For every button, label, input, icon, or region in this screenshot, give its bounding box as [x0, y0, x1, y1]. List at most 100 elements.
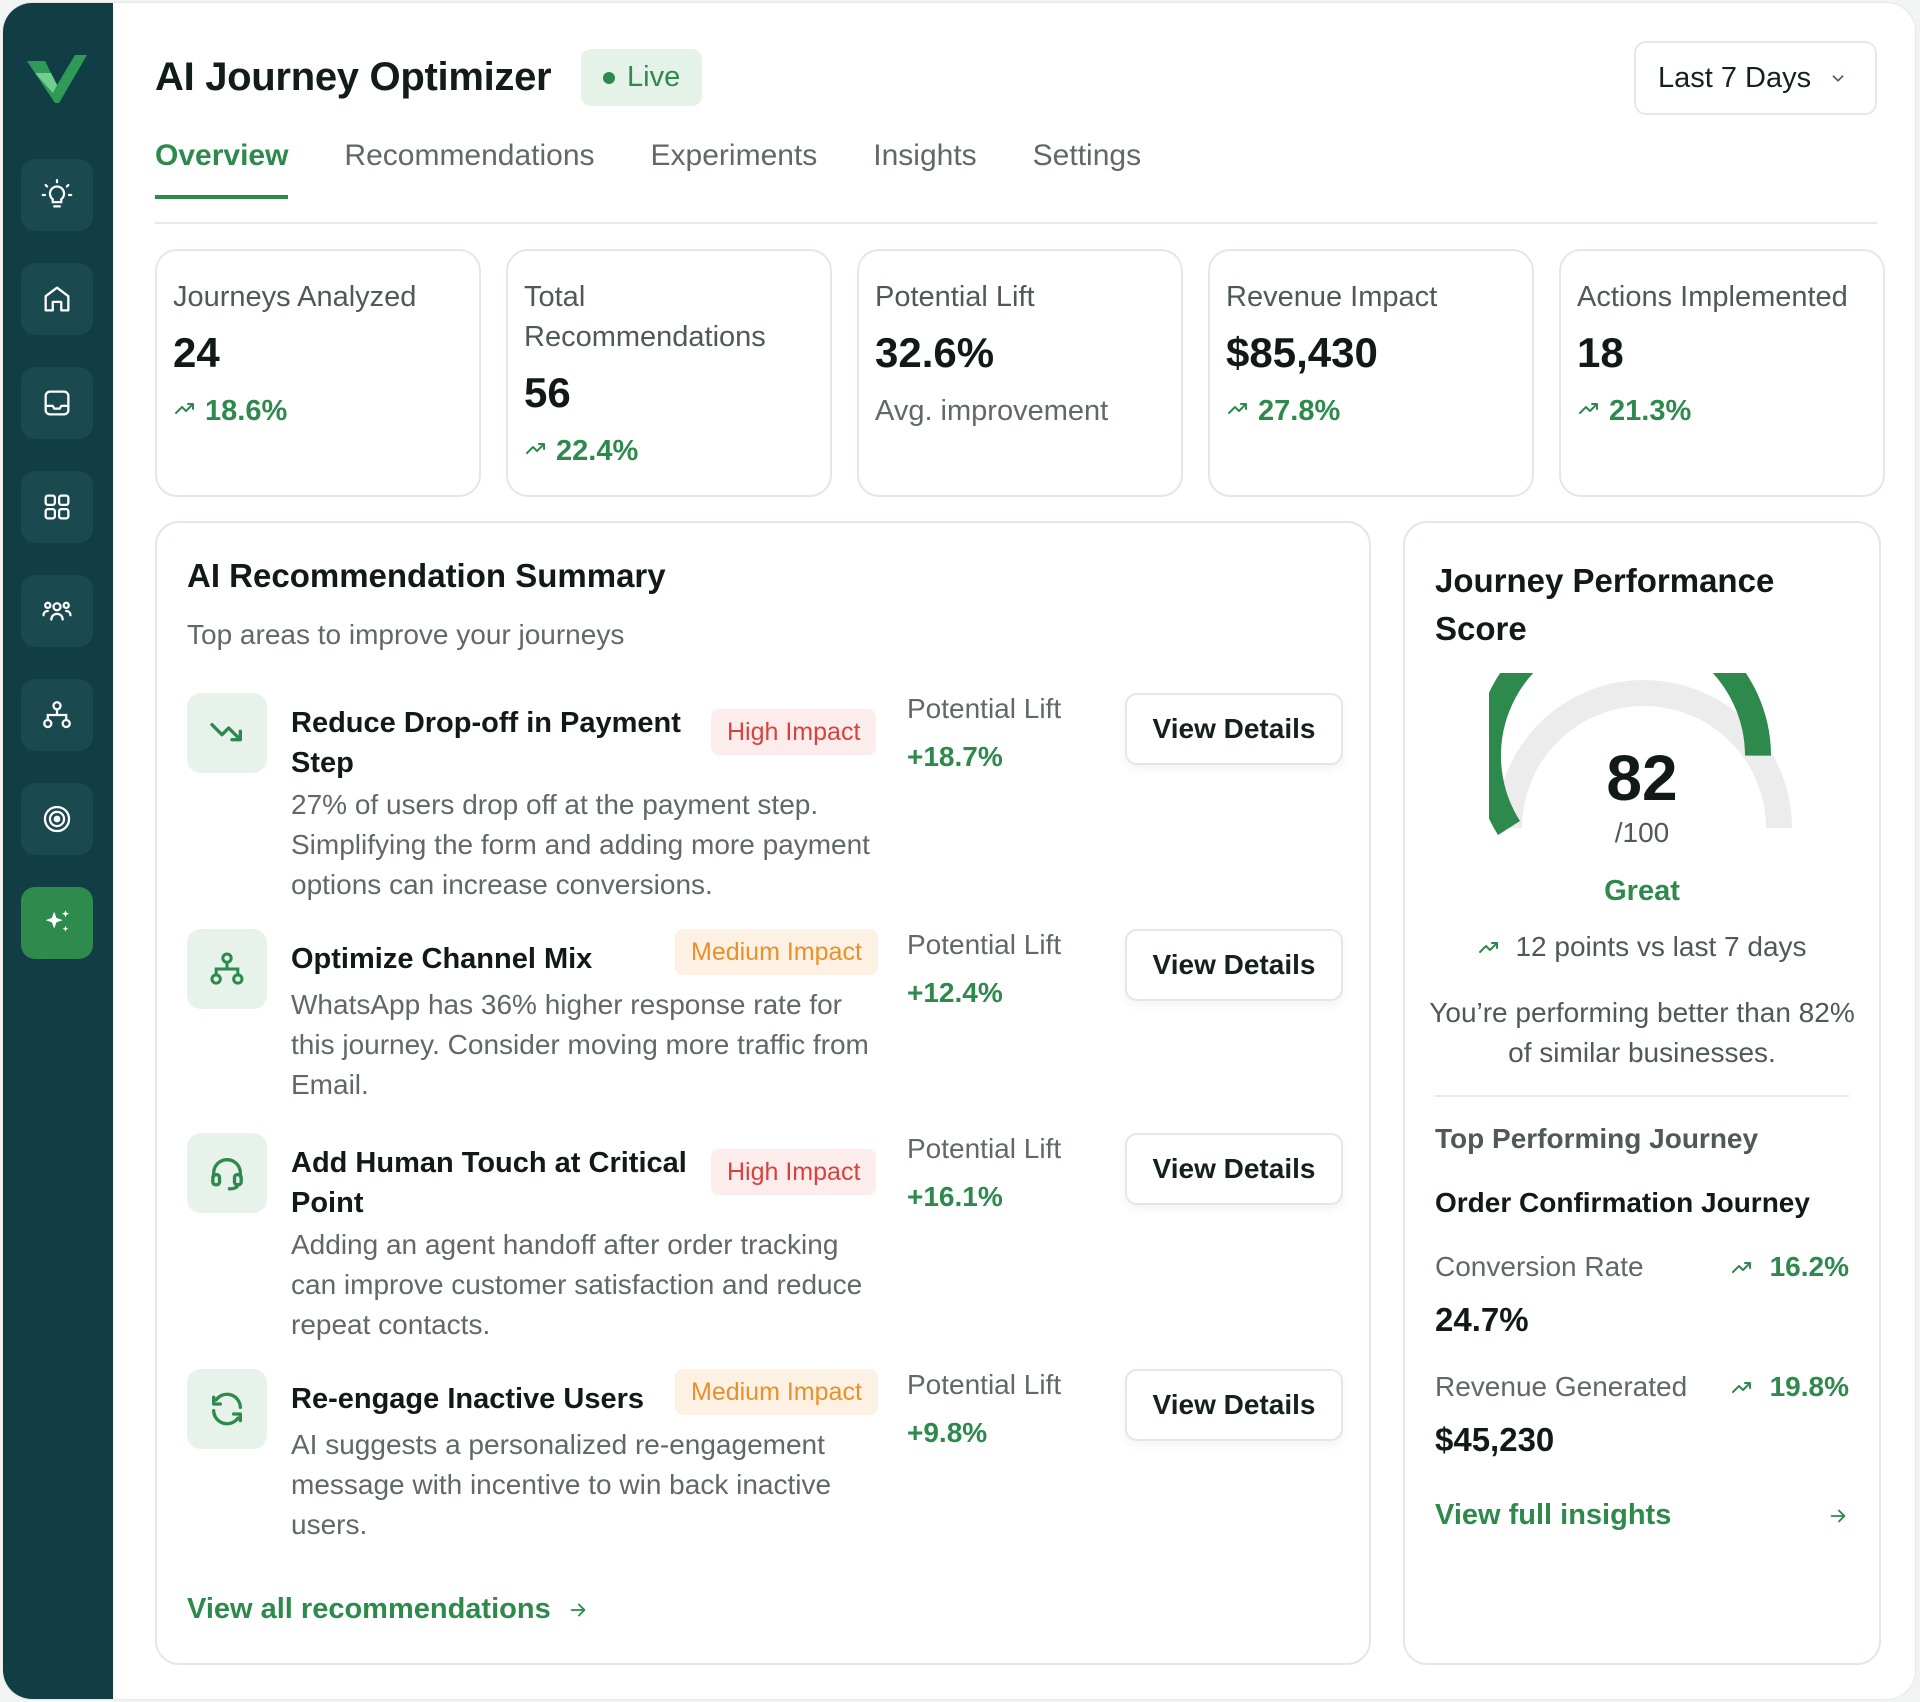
score-note: You’re performing better than 82% of sim… [1429, 997, 1855, 1068]
tab-settings[interactable]: Settings [1032, 139, 1142, 172]
kpi-subtext: Avg. improvement [875, 395, 1109, 427]
gauge-track [1496, 680, 1792, 829]
trend-up-icon [1577, 395, 1601, 428]
trend-up-icon [1731, 1262, 1751, 1273]
kpi-delta: 27.8% [1226, 395, 1516, 428]
kpi-value: 32.6% [875, 329, 995, 376]
tab-experiments[interactable]: Experiments [650, 139, 818, 172]
trend-up-icon [1731, 1382, 1751, 1393]
kpi-delta-value: 27.8% [1258, 395, 1341, 427]
metric-value: 24.7% [1435, 1301, 1529, 1338]
date-range-dropdown[interactable]: Last 7 Days [1634, 41, 1877, 115]
panel-title: AI Recommendation Summary [187, 557, 666, 594]
lift-value: +9.8% [907, 1417, 988, 1448]
kpi-delta-value: 18.6% [205, 395, 288, 427]
kpi-delta-value: 22.4% [556, 435, 639, 467]
hierarchy-icon [43, 701, 71, 729]
lightbulb-icon [41, 178, 73, 208]
recommendation-title: Optimize Channel Mix [291, 943, 593, 975]
kpi-label: Journeys Analyzed [173, 281, 417, 313]
nav-home[interactable] [21, 263, 93, 335]
metric-delta: 16.2% [1730, 1251, 1849, 1283]
recommendation-description: WhatsApp has 36% higher response rate fo… [291, 989, 869, 1100]
trend-up-icon [1226, 395, 1250, 428]
kpi-potential-lift: Potential Lift 32.6% Avg. improvement [857, 249, 1183, 497]
panel-subtitle: Top areas to improve your journeys [187, 619, 625, 650]
metric-value: $45,230 [1435, 1421, 1555, 1458]
trend-up-icon [173, 395, 197, 428]
view-details-button[interactable]: View Details [1125, 929, 1343, 1001]
sidebar [3, 3, 113, 1699]
view-details-button[interactable]: View Details [1125, 1133, 1343, 1205]
link-label: View all recommendations [187, 1593, 551, 1625]
gauge-fill [1489, 673, 1771, 835]
arrow-right-icon [1830, 1509, 1846, 1522]
lift-label: Potential Lift [907, 1133, 1062, 1164]
kpi-delta: 18.6% [173, 395, 463, 428]
recommendation-title: Reduce Drop-off in Payment Step [291, 707, 681, 779]
score-max: /100 [1614, 817, 1670, 848]
trending-down-icon [187, 693, 267, 773]
tab-recommendations[interactable]: Recommendations [344, 139, 595, 172]
target-icon [43, 805, 71, 833]
panel-title: Journey Performance Score [1435, 562, 1775, 647]
nav-inbox[interactable] [21, 367, 93, 439]
recommendation-description: Adding an agent handoff after order trac… [291, 1229, 863, 1340]
recommendation-description: 27% of users drop off at the payment ste… [291, 789, 870, 900]
tab-divider [155, 222, 1877, 224]
sparkles-icon [45, 910, 70, 932]
score-delta: 12 points vs last 7 days [1405, 931, 1879, 963]
trend-up-icon [1479, 942, 1499, 953]
score-rating: Great [1604, 875, 1680, 907]
tab-insights[interactable]: Insights [873, 139, 977, 172]
score-value: 82 [1606, 742, 1678, 814]
metric-delta-value: 19.8% [1769, 1371, 1849, 1402]
kpi-value: 24 [173, 329, 220, 376]
nav-target[interactable] [21, 783, 93, 855]
recommendation-title: Re-engage Inactive Users [291, 1383, 644, 1415]
kpi-revenue-impact: Revenue Impact $85,430 27.8% [1208, 249, 1534, 497]
metric-label: Revenue Generated [1435, 1371, 1688, 1402]
kpi-value: 18 [1577, 329, 1624, 376]
home-icon [44, 286, 70, 312]
page-title: AI Journey Optimizer [155, 55, 552, 99]
nav-grid[interactable] [21, 471, 93, 543]
kpi-value: 56 [524, 369, 571, 416]
kpi-delta: 22.4% [524, 435, 814, 468]
view-details-button[interactable]: View Details [1125, 1369, 1343, 1441]
inbox-icon [44, 390, 70, 416]
impact-badge: Medium Impact [675, 1369, 878, 1415]
refresh-icon [187, 1369, 267, 1449]
kpi-journeys-analyzed: Journeys Analyzed 24 18.6% [155, 249, 481, 497]
impact-badge: High Impact [711, 709, 877, 755]
lift-value: +12.4% [907, 977, 1003, 1008]
view-full-insights-link[interactable]: View full insights [1435, 1499, 1849, 1532]
lift-value: +16.1% [907, 1181, 1003, 1212]
view-all-recommendations-link[interactable]: View all recommendations [187, 1593, 589, 1626]
nav-ai[interactable] [21, 887, 93, 959]
status-badge: Live [581, 49, 703, 106]
users-icon [42, 601, 72, 621]
divider [1435, 1095, 1849, 1097]
tab-bar: Overview Recommendations Experiments Ins… [155, 139, 1197, 199]
nav-users[interactable] [21, 575, 93, 647]
impact-badge: High Impact [711, 1149, 877, 1195]
score-delta-text: 12 points vs last 7 days [1515, 931, 1807, 962]
score-gauge [1489, 673, 1792, 835]
kpi-actions-implemented: Actions Implemented 18 21.3% [1559, 249, 1885, 497]
nav-lightbulb[interactable] [21, 159, 93, 231]
tab-overview[interactable]: Overview [155, 139, 289, 199]
top-journey-label: Top Performing Journey [1435, 1123, 1759, 1154]
logo-icon[interactable] [25, 55, 89, 109]
recommendation-title: Add Human Touch at Critical Point [291, 1147, 687, 1219]
metric-label: Conversion Rate [1435, 1251, 1644, 1282]
grid-icon [44, 494, 70, 520]
kpi-delta-value: 21.3% [1609, 395, 1692, 427]
arrow-right-icon [570, 1603, 586, 1616]
kpi-delta: 21.3% [1577, 395, 1867, 428]
headset-icon [187, 1133, 267, 1213]
view-details-button[interactable]: View Details [1125, 693, 1343, 765]
performance-score-panel: Journey Performance Score 82 /100 Great … [1403, 521, 1881, 1665]
status-label: Live [627, 61, 681, 93]
nav-hierarchy[interactable] [21, 679, 93, 751]
